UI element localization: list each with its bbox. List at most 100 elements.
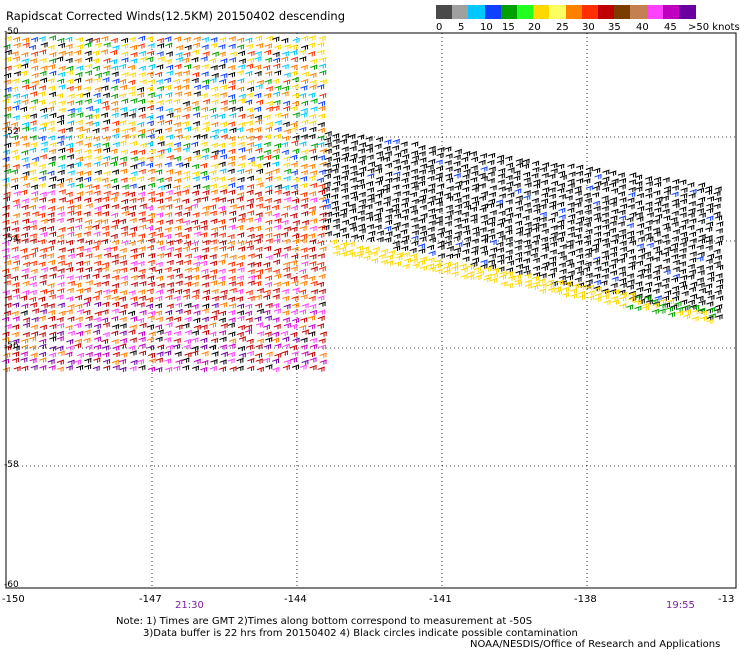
wind-barb: [611, 238, 619, 245]
wind-barb: [531, 172, 539, 179]
wind-barb: [666, 306, 674, 312]
wind-barb: [28, 105, 37, 111]
wind-barb: [65, 43, 73, 50]
wind-barb: [48, 197, 56, 204]
wind-barb: [49, 142, 57, 148]
wind-barb: [127, 211, 136, 217]
wind-barb: [488, 152, 496, 159]
wind-barb: [514, 239, 523, 245]
wind-barb: [289, 154, 298, 160]
wind-barb: [103, 294, 111, 301]
wind-barb: [58, 189, 66, 195]
wind-barb: [47, 359, 55, 365]
wind-barb: [130, 149, 138, 156]
wind-barb: [111, 133, 120, 139]
wind-barb: [57, 260, 66, 266]
wind-barb: [84, 323, 93, 329]
wind-barb: [64, 261, 73, 268]
wind-barb: [66, 275, 74, 281]
wind-barb: [688, 207, 696, 214]
wind-barb: [218, 330, 227, 336]
wind-barb: [12, 141, 20, 147]
wind-barb: [282, 310, 290, 316]
wind-barb: [515, 263, 524, 270]
wind-barb: [548, 193, 557, 199]
wind-barb: [557, 182, 566, 188]
wind-barb: [136, 86, 145, 93]
wind-barb: [39, 247, 48, 253]
wind-barb: [31, 316, 39, 323]
wind-barb: [255, 35, 263, 41]
wind-barb: [154, 310, 163, 316]
wind-barb: [646, 236, 654, 242]
wind-barb: [341, 164, 349, 170]
wind-barb: [174, 238, 182, 245]
wind-barb: [20, 93, 29, 100]
wind-barb: [137, 156, 145, 163]
wind-barb: [94, 254, 102, 260]
wind-barb: [435, 201, 443, 207]
wind-barb: [228, 36, 236, 42]
wind-barb: [317, 42, 325, 48]
wind-barb: [653, 176, 662, 183]
wind-barb: [112, 120, 120, 126]
wind-barb: [93, 92, 101, 98]
wind-barb: [67, 231, 75, 237]
wind-barb: [191, 266, 200, 273]
wind-barb: [11, 134, 19, 141]
wind-barb: [350, 191, 358, 197]
wind-barb: [618, 184, 627, 190]
wind-barb: [237, 240, 245, 246]
wind-barb: [395, 255, 403, 261]
wind-barb: [247, 233, 255, 239]
wind-barb: [236, 365, 244, 371]
wind-barb: [3, 44, 11, 50]
wind-barb: [664, 290, 672, 296]
wind-barb: [515, 205, 524, 212]
wind-barb: [386, 254, 394, 260]
wind-barb: [65, 191, 73, 197]
wind-barb: [165, 219, 174, 225]
wind-barb: [627, 204, 635, 210]
wind-barb: [523, 194, 531, 201]
wind-barb: [209, 107, 217, 113]
wind-barb: [129, 337, 137, 343]
wind-barb: [47, 309, 56, 316]
wind-barb: [13, 366, 21, 372]
pass-time-right: 19:55: [666, 600, 695, 611]
wind-barb: [322, 224, 330, 231]
wind-barb: [443, 192, 452, 198]
wind-barb: [146, 120, 155, 126]
wind-barb: [496, 154, 505, 161]
wind-barb: [602, 200, 610, 206]
wind-barb: [592, 185, 601, 191]
wind-barb: [138, 106, 146, 112]
wind-barb: [308, 92, 316, 98]
wind-barb: [173, 121, 181, 128]
wind-barb: [317, 49, 325, 56]
wind-barb: [645, 206, 653, 213]
wind-barb: [331, 193, 339, 200]
wind-barb: [264, 79, 272, 85]
wind-barb: [291, 254, 299, 260]
wind-barb: [571, 283, 580, 289]
wind-barb: [471, 187, 480, 193]
wind-barb: [210, 64, 218, 71]
wind-barb: [246, 86, 255, 92]
wind-barb: [164, 252, 172, 258]
wind-barb: [12, 127, 21, 133]
wind-barb: [101, 177, 109, 183]
wind-barb: [56, 56, 64, 62]
wind-barb: [356, 245, 364, 251]
wind-barb: [210, 232, 219, 238]
wind-barb: [74, 282, 82, 288]
wind-barb: [229, 254, 237, 260]
wind-barb: [92, 37, 101, 43]
wind-barb: [174, 91, 183, 97]
wind-barb: [332, 151, 340, 157]
wind-barb: [173, 365, 181, 371]
wind-barb: [688, 286, 697, 292]
wind-barb: [411, 174, 419, 181]
wind-barb: [157, 119, 165, 126]
wind-barb: [156, 275, 164, 281]
